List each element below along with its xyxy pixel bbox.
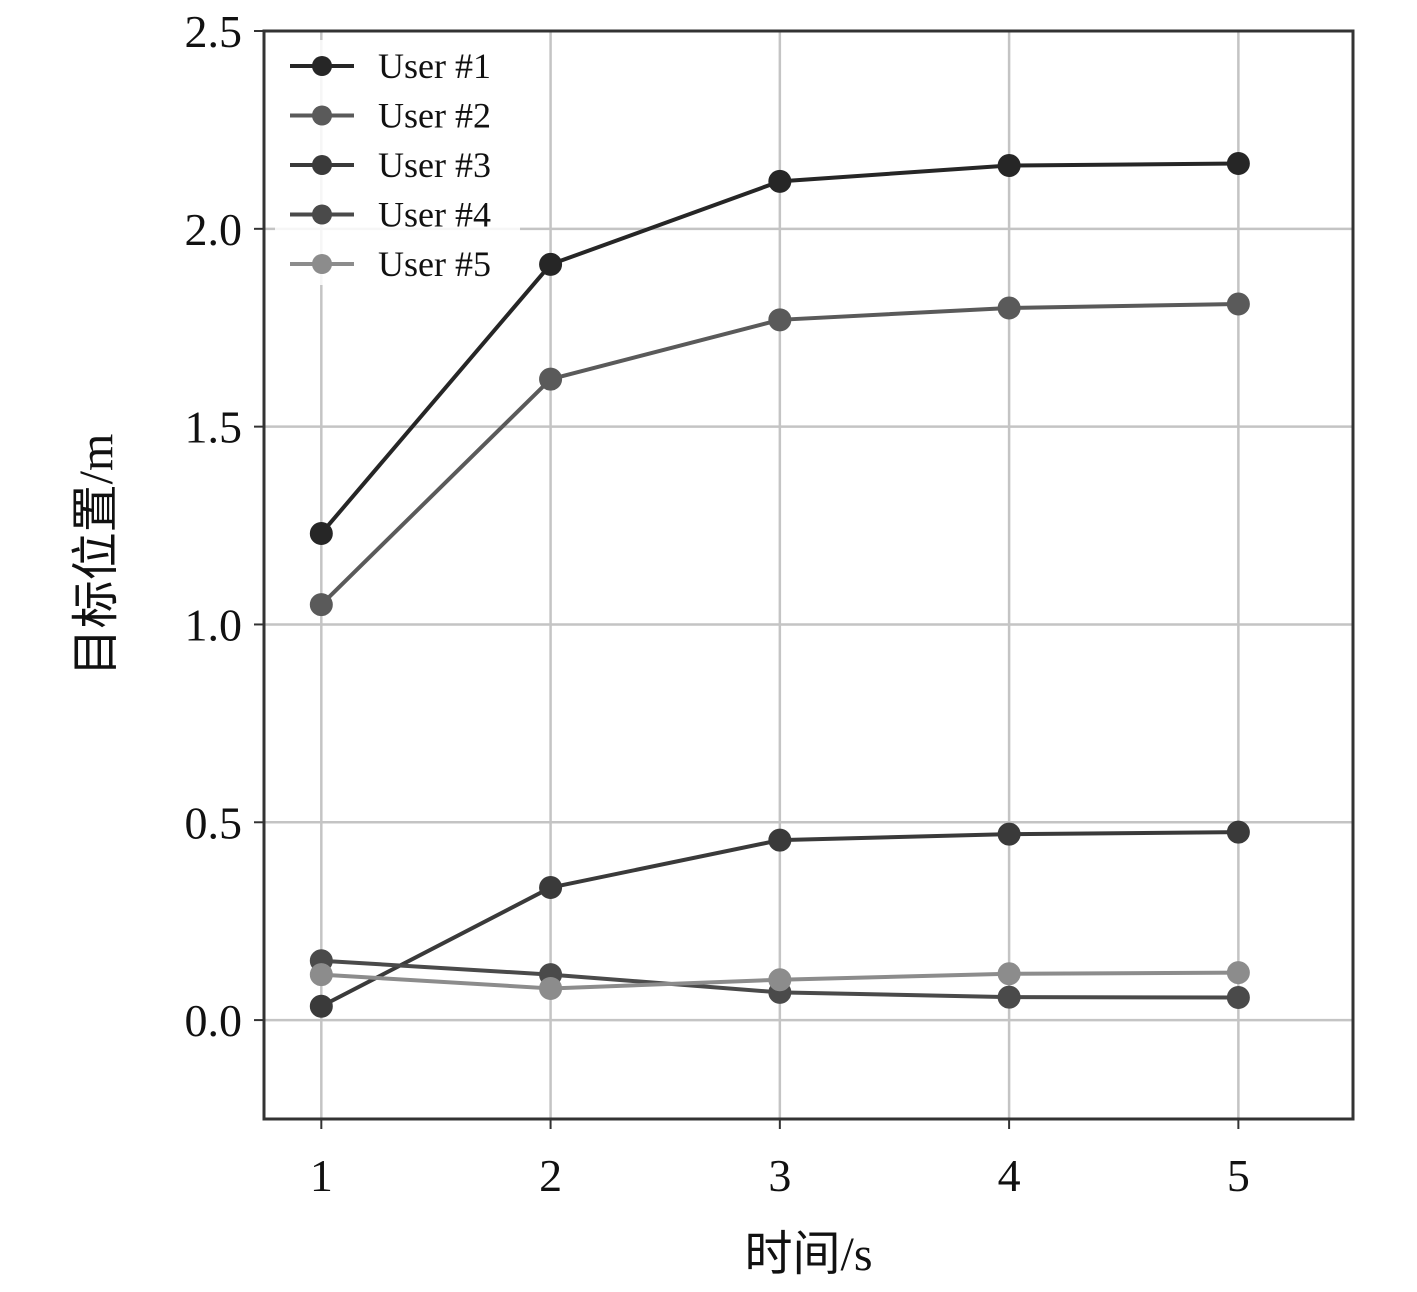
data-point [768,169,792,193]
data-point [539,367,563,391]
x-tick-label: 1 [310,1150,333,1201]
data-point [768,968,792,992]
data-point [309,593,333,617]
data-point [1226,986,1250,1010]
y-axis-title: 目标位置/m [70,434,123,677]
plot-frame [262,29,1355,1121]
legend-label: User #2 [378,96,491,136]
legend-item: User #5 [290,244,491,284]
legend-marker [312,155,332,175]
legend: User #1 User #2 User #3 User #4 User #5 [275,40,520,285]
legend-marker [312,204,332,225]
data-point [539,976,563,1000]
series-5 [309,961,1250,1000]
data-point [768,828,792,852]
legend-item: User #2 [290,96,491,136]
data-point [1226,152,1250,176]
y-tick-label: 0.0 [185,995,243,1046]
data-point [1226,961,1250,985]
legend-label: User #4 [378,195,491,235]
x-tick-label: 3 [768,1150,791,1201]
data-point [539,252,563,276]
legend-marker [312,56,332,76]
data-point [997,962,1021,986]
y-tick-label: 1.5 [185,402,243,453]
x-tick-label: 4 [998,1150,1021,1201]
legend-marker [312,105,332,126]
data-point [997,985,1021,1009]
data-point [309,994,333,1018]
legend-label: User #3 [378,145,491,185]
data-point [309,963,333,987]
legend-item: User #3 [290,145,491,185]
data-point [997,154,1021,178]
data-point [1226,820,1250,844]
data-point [768,308,792,332]
x-axis-title: 时间/s [744,1228,872,1281]
data-point [1226,292,1250,316]
y-tick-label: 0.5 [185,797,243,848]
data-point [309,521,333,545]
y-tick-label: 2.5 [185,6,243,57]
x-tick-label: 2 [539,1150,562,1201]
y-tick-label: 1.0 [185,599,243,650]
legend-label: User #5 [378,244,491,284]
data-point [997,822,1021,846]
series-1 [309,152,1250,545]
data-point [997,296,1021,320]
legend-item: User #1 [290,46,491,86]
x-tick-label: 5 [1227,1150,1250,1201]
series-2 [309,292,1250,617]
y-tick-label: 2.0 [185,204,243,255]
legend-marker [312,254,332,274]
series-3 [309,820,1250,1018]
legend-label: User #1 [378,46,491,86]
series-layer [309,152,1250,1018]
legend-item: User #4 [290,195,491,235]
data-point [539,876,563,900]
tick-layer: 1 2 3 4 5 0.0 0.5 1.0 1.5 2.0 2.5 [185,6,1250,1201]
